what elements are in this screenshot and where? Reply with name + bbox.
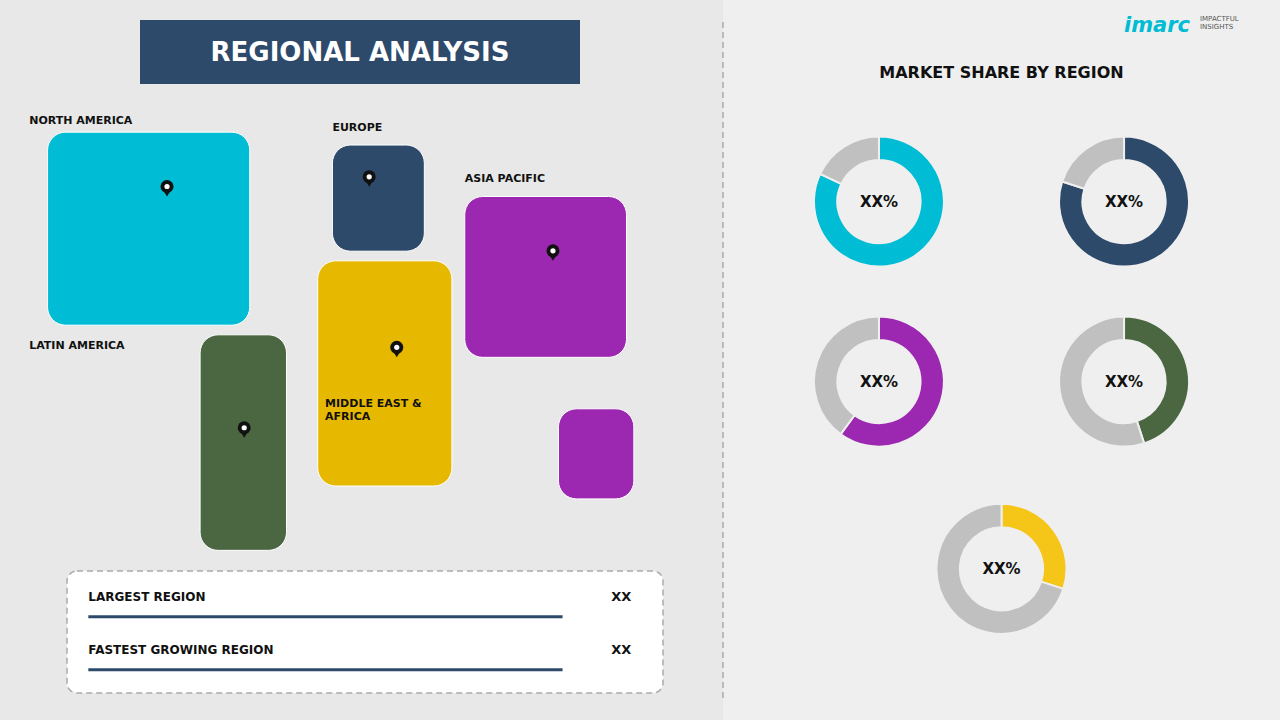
legend-line [88, 615, 562, 618]
chart-title: MARKET SHARE BY REGION [879, 63, 1123, 82]
region [48, 132, 250, 325]
legend-box [67, 571, 663, 693]
region [558, 409, 633, 499]
region [465, 197, 627, 358]
donut-label: XX% [860, 373, 898, 391]
donut-slice [820, 137, 879, 184]
donut: XX% [814, 317, 944, 447]
logo-tagline: IMPACTFULINSIGHTS [1200, 15, 1239, 31]
pin-dot [367, 174, 372, 179]
donut: XX% [937, 504, 1067, 634]
donut-label: XX% [982, 560, 1020, 578]
donut: XX% [1059, 317, 1189, 447]
legend-line [88, 668, 562, 671]
background [0, 0, 1280, 720]
pin [238, 421, 251, 438]
pin-head [546, 244, 559, 257]
pin-dot [394, 345, 399, 350]
logo: imarc [1124, 13, 1191, 37]
region-label: ASIA PACIFIC [465, 172, 545, 185]
donut-slice [1062, 137, 1124, 189]
divider [722, 22, 723, 698]
region [332, 145, 424, 251]
donut-slice [1059, 317, 1144, 447]
region [318, 261, 452, 486]
chart-root: REGIONAL ANALYSIS imarc IMPACTFULINSIGHTS N… [0, 0, 1280, 720]
pin [363, 170, 376, 187]
pin-head [363, 170, 376, 183]
pin-dot [164, 184, 169, 189]
donut-label: XX% [1105, 373, 1143, 391]
donut-label: XX% [860, 193, 898, 211]
title-box [140, 20, 580, 84]
pin-head [161, 180, 174, 193]
pin-head [238, 421, 251, 434]
pin-dot [550, 248, 555, 253]
map [48, 132, 634, 550]
donut-slice [814, 137, 944, 267]
donut: XX% [814, 137, 944, 267]
legend-value: XX [611, 589, 631, 604]
region-label: MIDDLE EAST &AFRICA [325, 397, 422, 423]
donut-label: XX% [1105, 193, 1143, 211]
region-label: LATIN AMERICA [29, 339, 125, 352]
legend-label: LARGEST REGION [88, 590, 205, 604]
pin [546, 244, 559, 261]
region-label: EUROPE [332, 121, 382, 134]
donut-slice [1059, 137, 1189, 267]
pin-head [390, 341, 403, 354]
pin [161, 180, 174, 197]
region-label: NORTH AMERICA [29, 114, 133, 127]
donut: XX% [1059, 137, 1189, 267]
donut-slice [937, 504, 1064, 634]
legend-value: XX [611, 642, 631, 657]
pin [390, 341, 403, 358]
right-panel [723, 0, 1280, 720]
title: REGIONAL ANALYSIS [211, 37, 510, 67]
pin-dot [242, 425, 247, 430]
region [200, 335, 286, 551]
legend-label: FASTEST GROWING REGION [88, 643, 273, 657]
